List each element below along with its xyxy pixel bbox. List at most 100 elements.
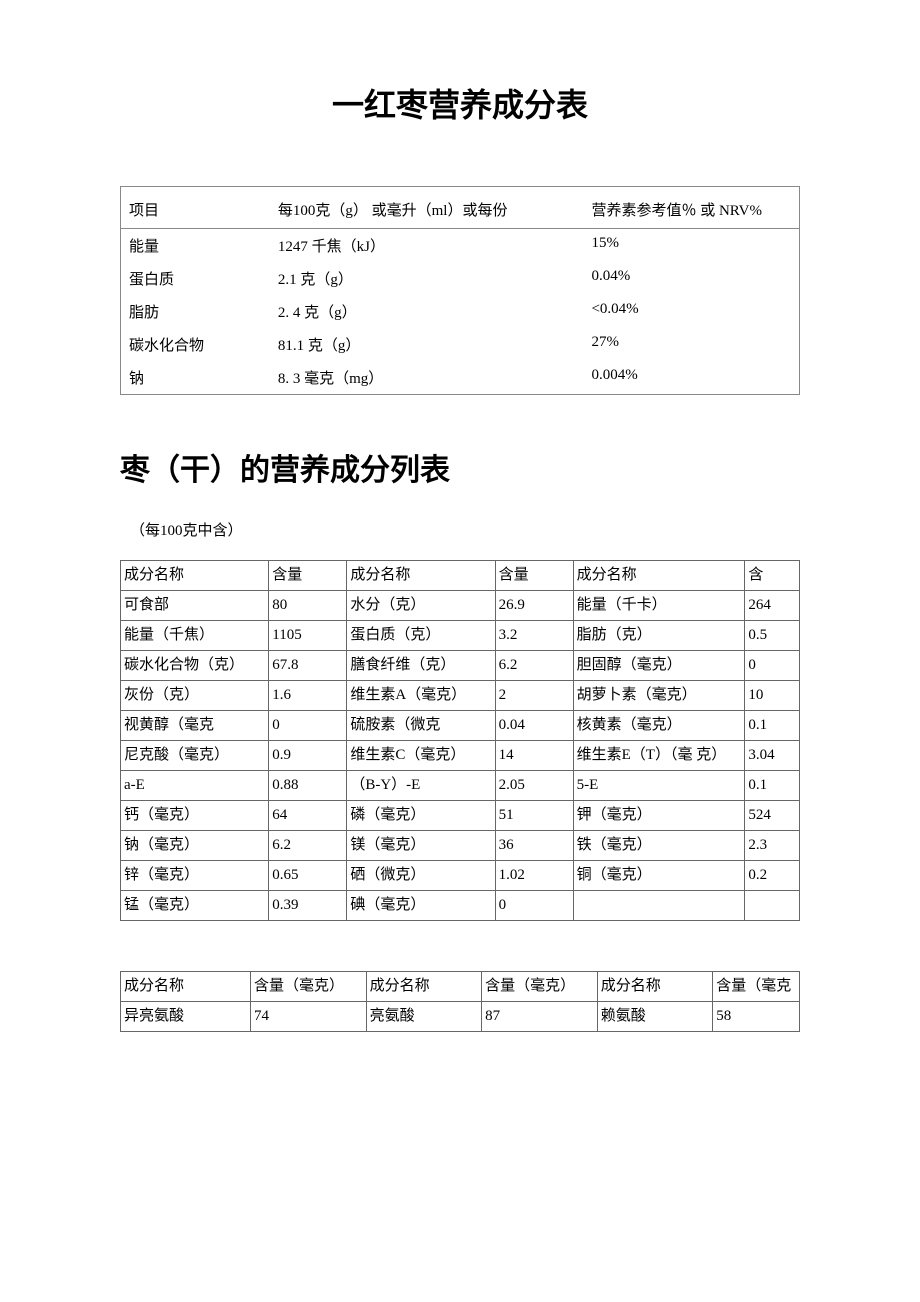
cell: 尼克酸（毫克）	[121, 741, 269, 771]
cell: 膳食纤维（克）	[347, 651, 495, 681]
cell: 铜（毫克）	[573, 861, 745, 891]
cell: 0.004%	[541, 361, 799, 395]
table-row: 视黄醇（毫克0硫胺素（微克0.04核黄素（毫克）0.1	[121, 711, 800, 741]
cell: 5-E	[573, 771, 745, 801]
table-row: 脂肪 2. 4 克（g） <0.04%	[121, 295, 800, 328]
cell: 524	[745, 801, 800, 831]
cell: 2	[495, 681, 573, 711]
cell: 亮氨酸	[366, 1002, 482, 1032]
cell: 1247 千焦（kJ）	[270, 229, 542, 263]
header-cell: 含	[745, 561, 800, 591]
cell: 镁（毫克）	[347, 831, 495, 861]
cell: 0.5	[745, 621, 800, 651]
cell: 0.1	[745, 771, 800, 801]
table-row: 锰（毫克）0.39碘（毫克）0	[121, 891, 800, 921]
cell: 碳水化合物	[121, 328, 270, 361]
cell: 蛋白质	[121, 262, 270, 295]
table-header-row: 项目 每100克（g） 或毫升（ml）或每份 营养素参考值％ 或 NRV%	[121, 187, 800, 229]
cell: 钠（毫克）	[121, 831, 269, 861]
table-row: 异亮氨酸74亮氨酸87赖氨酸58	[121, 1002, 800, 1032]
cell: 36	[495, 831, 573, 861]
cell: 异亮氨酸	[121, 1002, 251, 1032]
cell: 2.1 克（g）	[270, 262, 542, 295]
amino-acids-table: 成分名称 含量（毫克） 成分名称 含量（毫克） 成分名称 含量（毫克 异亮氨酸7…	[120, 971, 800, 1032]
cell: 2.05	[495, 771, 573, 801]
cell: 0.65	[269, 861, 347, 891]
table-row: 碳水化合物（克）67.8膳食纤维（克）6.2胆固醇（毫克）0	[121, 651, 800, 681]
cell	[573, 891, 745, 921]
cell: 能量（千卡）	[573, 591, 745, 621]
cell: 0	[745, 651, 800, 681]
cell: <0.04%	[541, 295, 799, 328]
cell: 0	[269, 711, 347, 741]
table-row: 可食部80水分（克）26.9能量（千卡）264	[121, 591, 800, 621]
cell: 脂肪	[121, 295, 270, 328]
cell: 64	[269, 801, 347, 831]
cell: 15%	[541, 229, 799, 263]
header-cell: 成分名称	[366, 972, 482, 1002]
cell: 6.2	[495, 651, 573, 681]
cell: 硒（微克）	[347, 861, 495, 891]
table-row: 钙（毫克）64磷（毫克）51钾（毫克）524	[121, 801, 800, 831]
cell: 2.3	[745, 831, 800, 861]
nutrition-components-table: 成分名称 含量 成分名称 含量 成分名称 含 可食部80水分（克）26.9能量（…	[120, 560, 800, 921]
header-cell: 含量	[495, 561, 573, 591]
table-header-row: 成分名称 含量（毫克） 成分名称 含量（毫克） 成分名称 含量（毫克	[121, 972, 800, 1002]
header-cell: 含量（毫克）	[482, 972, 598, 1002]
cell: 水分（克）	[347, 591, 495, 621]
cell: 磷（毫克）	[347, 801, 495, 831]
cell: 碳水化合物（克）	[121, 651, 269, 681]
cell: 胆固醇（毫克）	[573, 651, 745, 681]
cell: 0.9	[269, 741, 347, 771]
header-cell: 成分名称	[347, 561, 495, 591]
cell: 钾（毫克）	[573, 801, 745, 831]
cell: 1.6	[269, 681, 347, 711]
cell: 67.8	[269, 651, 347, 681]
cell: 碘（毫克）	[347, 891, 495, 921]
cell: 51	[495, 801, 573, 831]
cell: 铁（毫克）	[573, 831, 745, 861]
nutrition-facts-table: 项目 每100克（g） 或毫升（ml）或每份 营养素参考值％ 或 NRV% 能量…	[120, 186, 800, 395]
cell: 0.2	[745, 861, 800, 891]
table-row: 碳水化合物 81.1 克（g） 27%	[121, 328, 800, 361]
header-cell: 成分名称	[121, 972, 251, 1002]
cell: 锰（毫克）	[121, 891, 269, 921]
header-cell: 含量（毫克	[713, 972, 800, 1002]
cell: 灰份（克）	[121, 681, 269, 711]
cell: 10	[745, 681, 800, 711]
table-row: 能量（千焦）1105蛋白质（克）3.2脂肪（克）0.5	[121, 621, 800, 651]
cell: 58	[713, 1002, 800, 1032]
cell	[745, 891, 800, 921]
table-row: 尼克酸（毫克）0.9维生素C（毫克）14维生素E（T）（毫 克）3.04	[121, 741, 800, 771]
cell: 8. 3 毫克（mg）	[270, 361, 542, 395]
header-cell: 成分名称	[597, 972, 713, 1002]
table-header-row: 成分名称 含量 成分名称 含量 成分名称 含	[121, 561, 800, 591]
cell: 80	[269, 591, 347, 621]
cell: 0	[495, 891, 573, 921]
cell: 能量（千焦）	[121, 621, 269, 651]
cell: 胡萝卜素（毫克）	[573, 681, 745, 711]
cell: 74	[251, 1002, 367, 1032]
table-row: 蛋白质 2.1 克（g） 0.04%	[121, 262, 800, 295]
table-row: 灰份（克）1.6维生素A（毫克）2胡萝卜素（毫克）10	[121, 681, 800, 711]
cell: 钙（毫克）	[121, 801, 269, 831]
cell: 锌（毫克）	[121, 861, 269, 891]
table-row: 钠 8. 3 毫克（mg） 0.004%	[121, 361, 800, 395]
cell: 硫胺素（微克	[347, 711, 495, 741]
cell: 视黄醇（毫克	[121, 711, 269, 741]
cell: （B-Y）-E	[347, 771, 495, 801]
header-cell: 项目	[121, 187, 270, 229]
cell: 27%	[541, 328, 799, 361]
table-row: 能量 1247 千焦（kJ） 15%	[121, 229, 800, 263]
header-cell: 含量	[269, 561, 347, 591]
header-cell: 营养素参考值％ 或 NRV%	[541, 187, 799, 229]
cell: 能量	[121, 229, 270, 263]
cell: 6.2	[269, 831, 347, 861]
note-text: （每100克中含）	[130, 519, 800, 540]
cell: 2. 4 克（g）	[270, 295, 542, 328]
cell: 可食部	[121, 591, 269, 621]
cell: 0.39	[269, 891, 347, 921]
header-cell: 每100克（g） 或毫升（ml）或每份	[270, 187, 542, 229]
cell: 14	[495, 741, 573, 771]
header-cell: 成分名称	[121, 561, 269, 591]
